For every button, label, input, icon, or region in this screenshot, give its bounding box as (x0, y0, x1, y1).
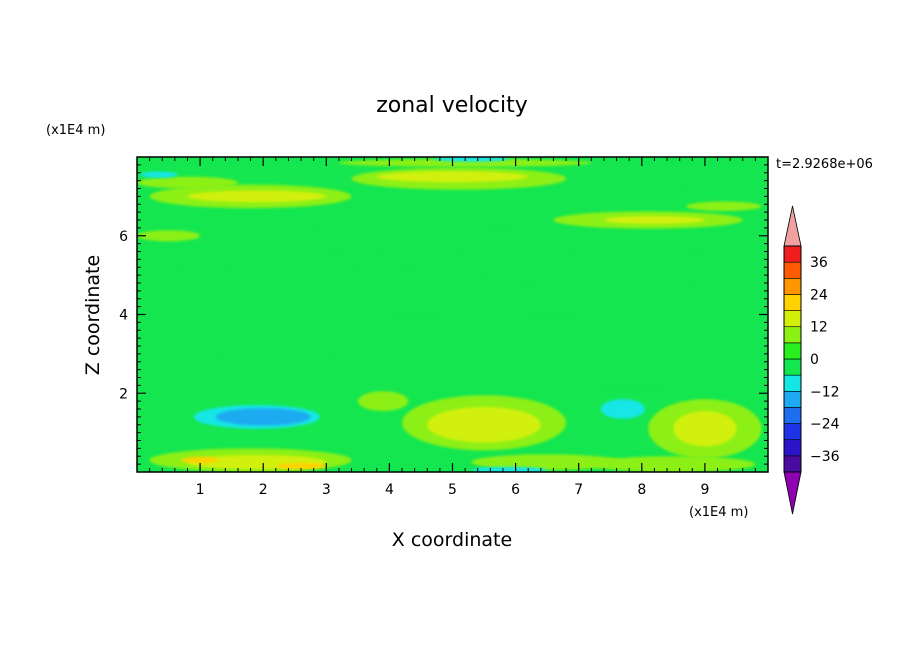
contour-region (181, 457, 220, 464)
colorbar-label: 36 (810, 255, 828, 271)
y-axis-label: Z coordinate (82, 255, 104, 375)
colorbar-segment (783, 439, 802, 457)
plot-area (137, 157, 768, 472)
contour-region (275, 462, 327, 470)
colorbar-label: 24 (810, 287, 828, 303)
contour-region (231, 229, 768, 250)
contour-region (338, 420, 415, 461)
colorbar-segment (783, 358, 802, 376)
colorbar-segment (783, 390, 802, 408)
contour-region (357, 391, 409, 411)
x-axis-ticks: 1 2 3 4 5 6 7 8 9 (196, 157, 709, 498)
x-axis-label: X coordinate (392, 529, 512, 551)
y-axis-ticks: 2 4 6 (119, 229, 768, 402)
colorbar-segment (783, 245, 802, 263)
contour-region (137, 230, 201, 242)
x-tick-label: 2 (259, 482, 268, 498)
contour-region (452, 287, 768, 302)
colorbar: 36 24 12 0 −12 −24 −36 (783, 205, 840, 515)
contour-fills (137, 157, 768, 472)
colorbar-segment (783, 455, 802, 473)
colorbar-segment (783, 310, 802, 328)
contour-region (685, 201, 762, 211)
contour-region (376, 171, 529, 183)
y-tick-label: 2 (119, 386, 128, 402)
y-units-label: (x1E4 m) (46, 123, 105, 138)
contour-region (181, 320, 768, 341)
x-tick-label: 4 (385, 482, 394, 498)
x-tick-label: 1 (196, 482, 205, 498)
contour-region (137, 359, 440, 396)
x-units-label: (x1E4 m) (689, 505, 748, 520)
contour-region (215, 408, 311, 426)
contour-region (326, 341, 529, 359)
contour-region (673, 410, 737, 447)
contour-region (427, 407, 541, 443)
x-tick-label: 3 (322, 482, 331, 498)
x-tick-label: 8 (637, 482, 646, 498)
colorbar-frame (783, 245, 802, 473)
colorbar-extend-bottom (783, 471, 802, 515)
colorbar-segment (783, 342, 802, 360)
contour-region (591, 456, 756, 472)
x-tick-label: 5 (448, 482, 457, 498)
colorbar-label: 0 (810, 352, 819, 368)
colorbar-label: 12 (810, 320, 828, 336)
colorbar-label: −24 (810, 417, 840, 433)
colorbar-label: −36 (810, 449, 840, 465)
minor-ticks (137, 157, 768, 472)
colorbar-segment (783, 374, 802, 392)
contour-region (187, 190, 327, 203)
contour-region (471, 454, 623, 471)
x-tick-label: 7 (574, 482, 583, 498)
contour-region (603, 216, 705, 224)
contour-region (137, 271, 484, 287)
colorbar-segment (783, 294, 802, 311)
contour-region (140, 171, 179, 178)
chart-title: zonal velocity (376, 93, 528, 118)
colorbar-segment (783, 423, 802, 441)
contour-region (553, 191, 731, 209)
y-tick-label: 6 (119, 229, 128, 245)
time-label: t=2.9268e+06 (776, 157, 873, 172)
contour-region (477, 355, 768, 384)
colorbar-segment (783, 407, 802, 424)
x-tick-label: 9 (700, 482, 709, 498)
colorbar-segment (783, 326, 802, 344)
colorbar-segment (783, 277, 802, 295)
contour-region (600, 399, 645, 419)
x-tick-label: 6 (511, 482, 520, 498)
colorbar-label: −12 (810, 384, 840, 400)
colorbar-segment (783, 261, 802, 279)
y-tick-label: 4 (119, 308, 128, 324)
colorbar-extend-top (783, 205, 802, 247)
